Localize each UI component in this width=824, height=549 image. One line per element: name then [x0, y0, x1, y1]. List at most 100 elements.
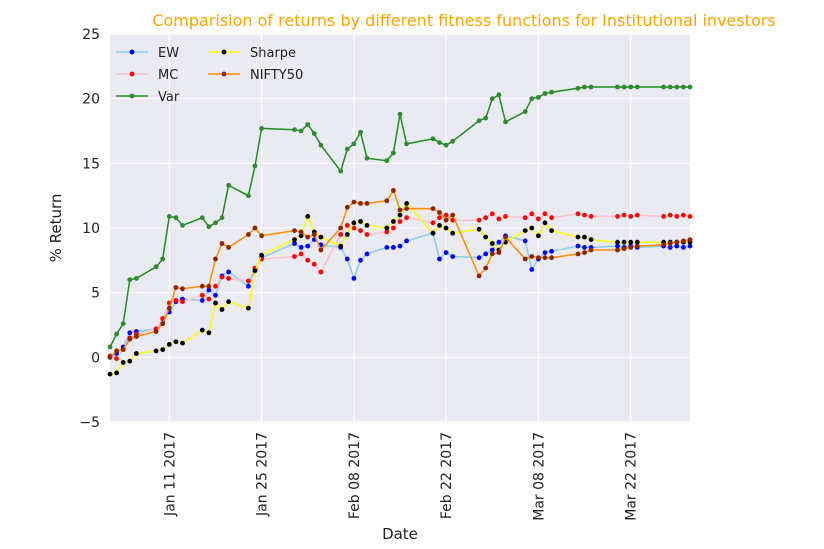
data-point — [180, 340, 185, 346]
data-point — [496, 239, 502, 245]
data-point — [522, 238, 528, 244]
data-point — [114, 348, 119, 354]
data-point — [437, 140, 442, 146]
data-point — [344, 256, 350, 262]
data-point — [522, 228, 528, 234]
data-point — [318, 142, 324, 148]
data-point — [134, 276, 139, 281]
data-point — [687, 214, 693, 219]
data-point — [522, 109, 528, 114]
data-point — [529, 225, 535, 231]
data-point — [628, 245, 634, 250]
data-point — [344, 204, 350, 210]
x-tick-label: Mar 22 2017 — [624, 432, 640, 521]
data-point — [199, 292, 205, 298]
data-point — [246, 232, 251, 237]
data-point — [536, 216, 541, 222]
data-point — [450, 254, 456, 259]
data-point — [153, 348, 159, 354]
data-point — [404, 201, 409, 206]
data-point — [476, 226, 482, 232]
data-point — [476, 273, 482, 279]
data-point — [252, 225, 258, 231]
data-point — [259, 252, 264, 258]
series-line — [109, 232, 691, 358]
data-point — [621, 212, 627, 218]
data-point — [384, 158, 390, 164]
data-point — [489, 251, 495, 257]
legend-label: Var — [158, 90, 180, 105]
data-point — [206, 283, 212, 289]
data-point — [443, 212, 449, 218]
data-point — [549, 215, 554, 221]
x-tick-label: Mar 08 2017 — [531, 432, 547, 521]
data-point — [536, 255, 541, 261]
data-point — [364, 223, 370, 228]
data-point — [430, 136, 436, 142]
data-point — [687, 84, 693, 90]
data-point — [344, 232, 350, 237]
data-point — [259, 125, 264, 131]
legend: EW MC Var Sharpe NIFTY50 — [116, 46, 303, 105]
x-axis-label: Date — [382, 525, 418, 543]
data-point — [582, 234, 587, 240]
data-point — [529, 254, 535, 259]
data-point — [687, 243, 693, 249]
data-point — [628, 214, 634, 219]
data-point — [443, 250, 449, 256]
legend-label: NIFTY50 — [250, 68, 303, 83]
data-point — [681, 212, 686, 218]
data-point — [536, 95, 541, 100]
data-point — [681, 238, 686, 244]
data-point — [213, 292, 218, 298]
data-point — [536, 233, 541, 239]
data-point — [661, 242, 666, 248]
data-point — [496, 92, 502, 98]
data-point — [134, 351, 139, 356]
data-point — [252, 268, 258, 274]
data-point — [107, 371, 113, 377]
legend-item-mc: MC — [116, 68, 178, 83]
series-line — [109, 212, 691, 360]
data-point — [549, 89, 554, 95]
data-point — [397, 243, 403, 249]
data-point — [226, 276, 232, 281]
data-point — [489, 247, 495, 253]
legend-item-ew: EW — [116, 46, 179, 61]
legend-marker — [129, 71, 135, 77]
data-point — [226, 299, 232, 305]
data-point — [588, 84, 594, 90]
data-point — [344, 223, 350, 228]
data-point — [199, 298, 205, 303]
data-point — [206, 296, 212, 302]
data-point — [318, 234, 324, 240]
chart-title: Comparision of returns by different fitn… — [152, 11, 775, 30]
data-point — [180, 286, 185, 292]
data-point — [173, 339, 179, 345]
y-axis-ticks: −5 0 5 10 15 20 25 — [79, 27, 100, 431]
series-var — [107, 84, 693, 350]
data-point — [305, 214, 311, 219]
data-point — [489, 211, 495, 217]
data-point — [549, 248, 554, 254]
data-point — [634, 239, 640, 245]
data-point — [311, 131, 317, 137]
data-point — [443, 142, 449, 148]
series-sharpe — [107, 201, 693, 377]
data-point — [160, 256, 166, 262]
data-point — [219, 307, 225, 312]
data-point — [364, 155, 370, 161]
data-point — [213, 283, 218, 289]
y-tick-label: 10 — [82, 221, 100, 237]
data-point — [120, 321, 126, 327]
data-point — [529, 96, 535, 102]
data-point — [687, 237, 693, 243]
data-point — [621, 246, 627, 252]
data-point — [681, 84, 686, 90]
data-point — [628, 239, 634, 245]
data-point — [384, 198, 390, 204]
data-point — [443, 217, 449, 223]
data-point — [173, 215, 179, 221]
y-tick-label: 0 — [91, 350, 100, 366]
data-point — [615, 214, 620, 219]
